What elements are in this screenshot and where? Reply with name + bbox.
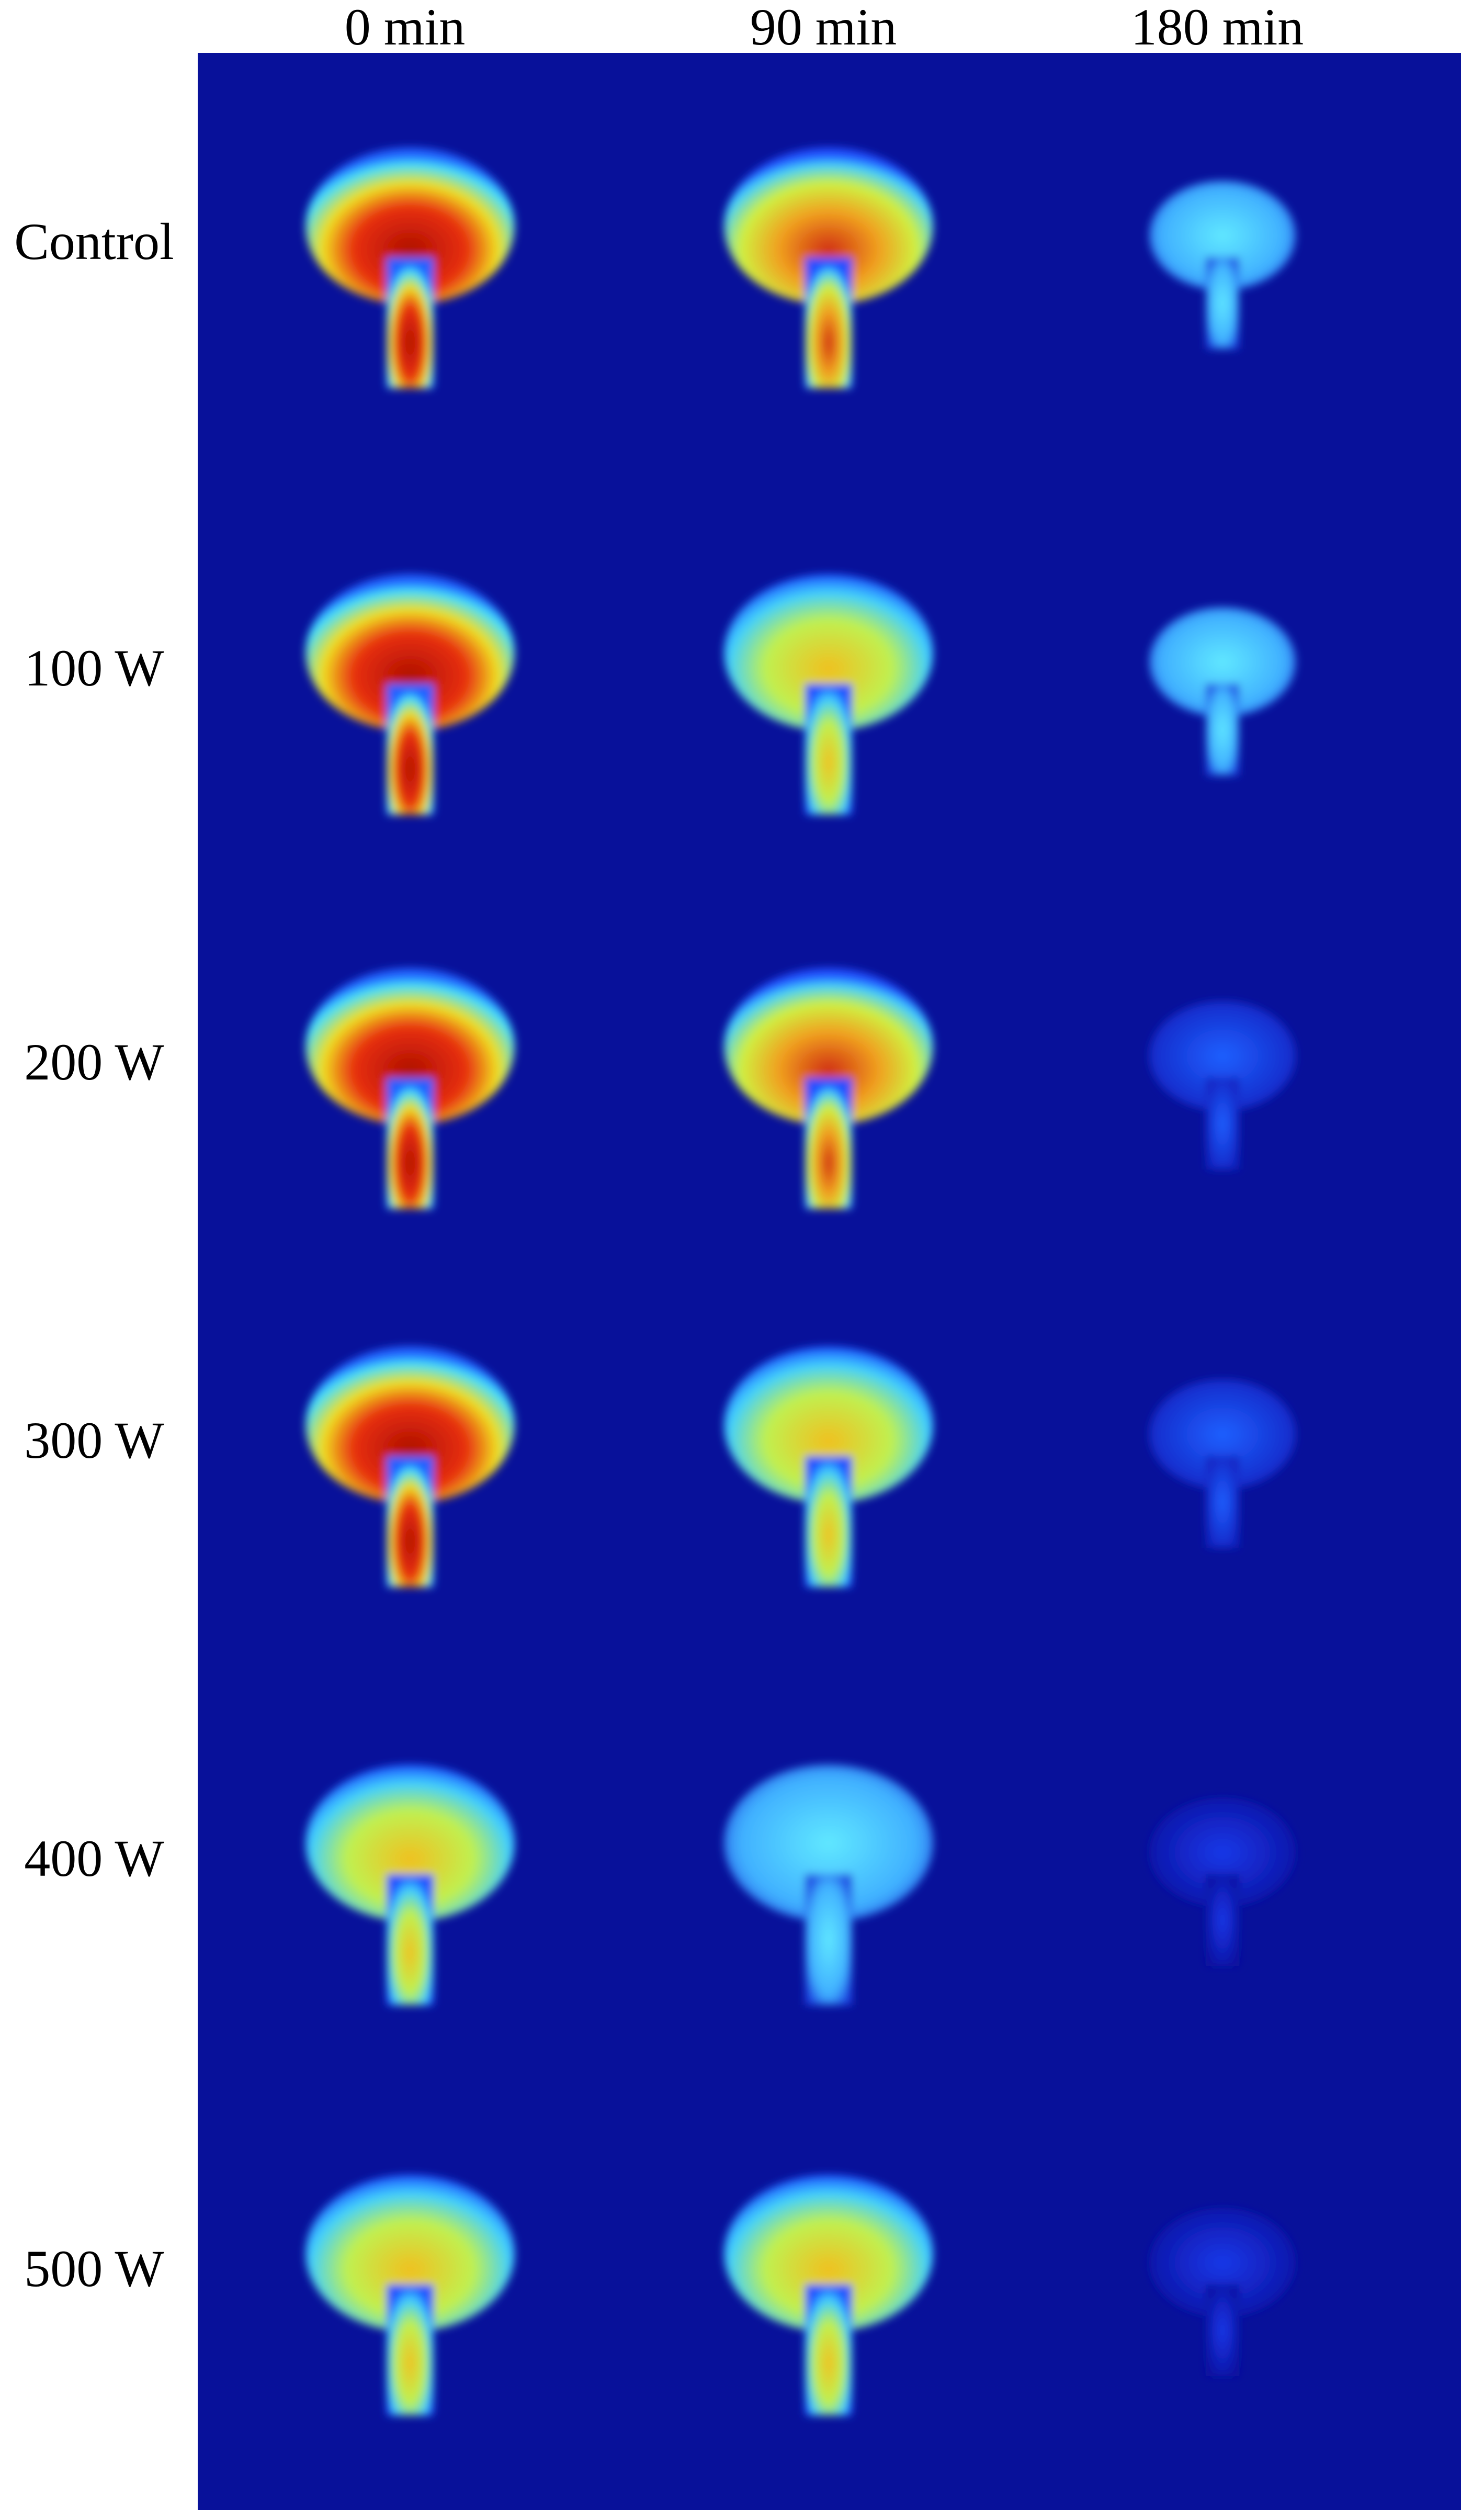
specimen-stem	[1206, 684, 1239, 775]
specimen-cap	[1149, 607, 1296, 717]
specimen	[1149, 1797, 1296, 1966]
specimen	[1149, 1001, 1296, 1169]
specimen-stem	[1206, 257, 1239, 349]
specimen-cap	[305, 1346, 515, 1503]
row-label: Control	[14, 212, 174, 271]
specimen	[724, 1346, 933, 1587]
image-panel	[198, 53, 1461, 2510]
specimen-stem	[387, 684, 434, 815]
specimen	[724, 2175, 933, 2415]
specimen-cap	[1149, 1797, 1296, 1907]
specimen-stem	[387, 2285, 434, 2415]
specimen-stem	[805, 257, 852, 388]
specimen-stem	[387, 1874, 434, 2005]
specimen-cap	[724, 1346, 933, 1503]
column-label: 90 min	[750, 0, 897, 56]
specimen	[1149, 2208, 1296, 2376]
row-label: 100 W	[24, 639, 164, 697]
specimen-cap	[305, 2175, 515, 2332]
specimen	[1149, 1379, 1296, 1548]
specimen-stem	[805, 2285, 852, 2415]
specimen	[305, 148, 515, 388]
specimen-cap	[1149, 1001, 1296, 1111]
specimen-stem	[1206, 1456, 1239, 1548]
row-label: 300 W	[24, 1411, 164, 1469]
specimen-cap	[1149, 1379, 1296, 1489]
specimen-cap	[724, 2175, 933, 2332]
column-label: 0 min	[345, 0, 466, 56]
specimen-cap	[724, 148, 933, 305]
specimen-stem	[805, 684, 852, 815]
specimen	[724, 1764, 933, 2005]
column-label: 180 min	[1131, 0, 1304, 56]
specimen-stem	[805, 1078, 852, 1209]
specimen-cap	[305, 574, 515, 731]
specimen-cap	[724, 968, 933, 1125]
specimen-stem	[387, 1456, 434, 1587]
specimens	[305, 148, 1296, 2415]
specimen-cap	[1149, 2208, 1296, 2318]
specimen-stem	[805, 1456, 852, 1587]
row-label: 500 W	[24, 2240, 164, 2298]
specimen	[305, 1346, 515, 1587]
specimen-cap	[305, 1764, 515, 1921]
specimen	[305, 968, 515, 1209]
specimen	[1149, 607, 1296, 775]
specimen	[305, 1764, 515, 2005]
specimen-cap	[305, 968, 515, 1125]
specimen	[1149, 181, 1296, 349]
specimen	[724, 968, 933, 1209]
specimen-stem	[387, 257, 434, 388]
specimen-stem	[1206, 1078, 1239, 1169]
row-label: 400 W	[24, 1829, 164, 1887]
specimen-stem	[1206, 2285, 1239, 2376]
specimen	[305, 574, 515, 815]
specimen	[724, 574, 933, 815]
specimen-cap	[724, 1764, 933, 1921]
specimen-stem	[805, 1874, 852, 2005]
specimen	[724, 148, 933, 388]
specimen-stem	[387, 1078, 434, 1209]
specimen-cap	[724, 574, 933, 731]
row-label: 200 W	[24, 1033, 164, 1091]
specimen	[305, 2175, 515, 2415]
specimen-cap	[305, 148, 515, 305]
specimen-cap	[1149, 181, 1296, 290]
specimen-stem	[1206, 1874, 1239, 1966]
